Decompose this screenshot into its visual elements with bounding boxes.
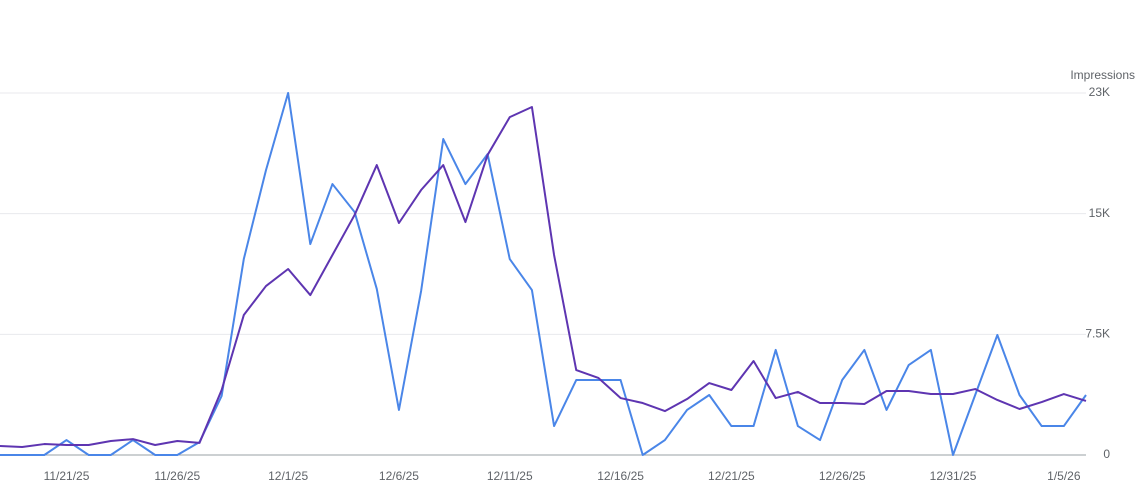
x-tick-label: 12/26/25: [819, 469, 866, 483]
y-axis-label: Impressions: [1070, 68, 1135, 82]
x-tick-label: 12/6/25: [379, 469, 419, 483]
x-tick-label: 11/21/25: [44, 469, 90, 483]
x-tick-label: 12/21/25: [708, 469, 755, 483]
series-line: [0, 106, 1087, 448]
y-tick-label: 0: [1103, 447, 1110, 461]
x-tick-label: 12/31/25: [930, 469, 977, 483]
x-tick-label: 12/11/25: [487, 469, 533, 483]
y-tick-label: 15K: [1089, 206, 1110, 220]
x-tick-label: 12/16/25: [597, 469, 644, 483]
x-tick-label: 11/26/25: [154, 469, 200, 483]
x-tick-label: 12/1/25: [268, 469, 308, 483]
y-tick-label: 7.5K: [1085, 327, 1110, 341]
series-line: [0, 92, 1087, 456]
x-tick-label: 1/5/26: [1047, 469, 1081, 483]
y-tick-label: 23K: [1089, 85, 1110, 99]
